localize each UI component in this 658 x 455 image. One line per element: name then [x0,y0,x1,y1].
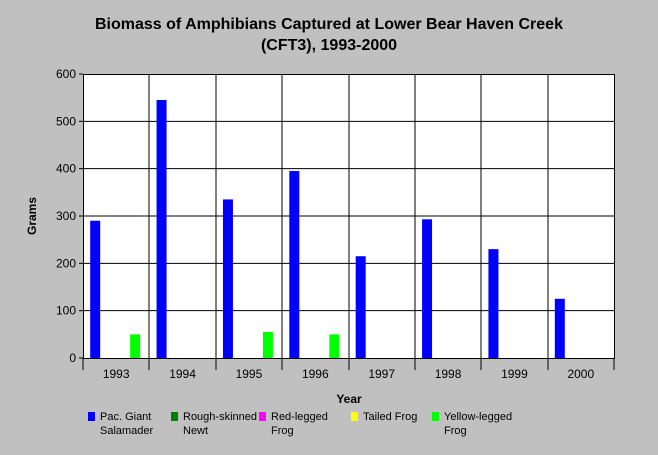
bar-1997-series-1 [355,256,366,358]
x-tick-label: 1999 [501,367,528,381]
legend-label: Red-legged Frog [271,410,351,438]
bar-1994-series-1 [156,100,167,359]
x-tick-label: 1997 [368,367,395,381]
x-tick-label: 2000 [567,367,594,381]
legend-label: Tailed Frog [363,410,443,424]
bar-1993-series-1 [90,220,101,358]
y-tick-label: 600 [56,67,76,81]
x-tick-label: 1994 [169,367,196,381]
y-tick-label: 500 [56,114,76,128]
legend-swatch [88,412,95,421]
y-tick-label: 0 [69,351,76,365]
legend-swatch [351,412,358,421]
x-tick-label: 1998 [435,367,462,381]
y-tick-labels: 0 100 200 300 400 500 600 [56,67,83,365]
y-tick-label: 400 [56,162,76,176]
y-axis-title: Grams [25,197,39,235]
bar-1998-series-1 [422,219,433,358]
x-tick-labels: 1993 1994 1995 1996 1997 1998 1999 2000 [82,358,615,381]
bar-1996-series-1 [289,171,300,358]
legend-label: Pac. Giant Salamader [100,410,180,438]
bar-1995-series-5 [262,331,273,358]
legend-label-line: Frog [271,425,294,437]
chart-title-line-2: (CFT3), 1993-2000 [260,37,398,54]
bars [90,100,565,359]
legend-label: Rough-skinned Newt [183,410,263,438]
bar-2000-series-1 [554,298,565,358]
legend-label-line: Yellow-legged [444,411,513,423]
chart-title-line-1: Biomass of Amphibians Captured at Lower … [95,16,563,33]
bar-1993-series-5 [130,334,141,358]
x-tick-label: 1995 [236,367,263,381]
legend-label-line: Salamader [100,425,154,437]
gridlines [83,74,614,358]
chart-title: Biomass of Amphibians Captured at Lower … [0,14,658,56]
x-tick-label: 1993 [103,367,130,381]
y-tick-label: 200 [56,256,76,270]
legend-label-line: Newt [183,425,209,437]
legend-label-line: Frog [444,425,467,437]
legend-swatch [171,412,178,421]
legend-label-line: Tailed Frog [363,411,418,423]
legend-swatch [259,412,266,421]
legend-swatch [432,412,439,421]
bar-1999-series-1 [488,249,499,358]
y-tick-label: 300 [56,209,76,223]
legend-label-line: Red-legged [271,411,328,423]
y-tick-label: 100 [56,304,76,318]
legend-label: Yellow-legged Frog [444,410,524,438]
x-axis-title: Year [336,392,362,406]
bar-1996-series-5 [329,334,340,358]
x-tick-label: 1996 [302,367,329,381]
legend-label-line: Rough-skinned [183,411,257,423]
bar-1995-series-1 [222,199,233,358]
legend-label-line: Pac. Giant [100,411,152,423]
